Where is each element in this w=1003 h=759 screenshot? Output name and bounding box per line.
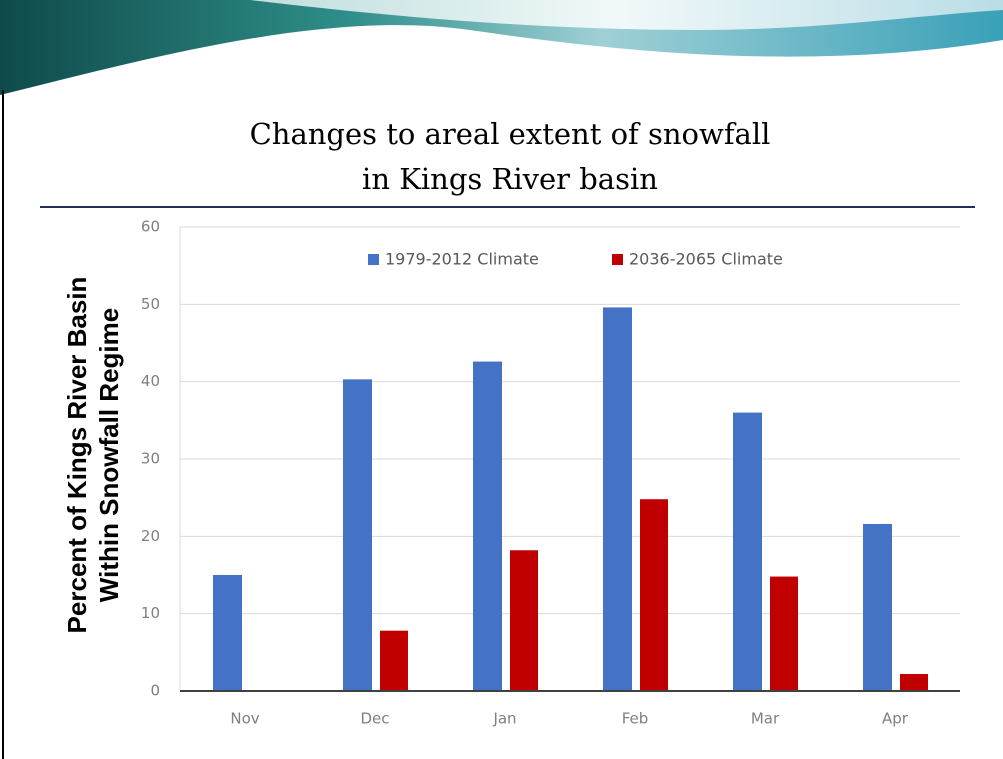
bar [863, 523, 892, 691]
y-axis-title-line: Within Snowfall Regime [94, 308, 124, 602]
legend-swatch [368, 254, 379, 265]
y-tick-label: 50 [141, 295, 160, 313]
title-line: in Kings River basin [362, 162, 658, 196]
bar [733, 412, 762, 691]
banner-highlight [250, 0, 1003, 30]
legend-swatch [612, 254, 623, 265]
x-tick-label: Nov [230, 710, 259, 728]
bar [640, 499, 668, 691]
bar [380, 630, 408, 691]
x-tick-label: Dec [360, 710, 389, 728]
bar [213, 575, 242, 691]
y-tick-label: 0 [150, 682, 160, 700]
x-tick-label: Apr [882, 710, 909, 728]
bar [770, 576, 798, 691]
bar [510, 550, 538, 691]
bar [603, 307, 632, 691]
bar [343, 379, 372, 691]
x-tick-label: Feb [622, 710, 649, 728]
x-tick-label: Mar [751, 710, 780, 728]
y-axis-title-line: Percent of Kings River Basin [62, 277, 92, 634]
y-tick-label: 10 [141, 604, 160, 622]
y-tick-label: 60 [141, 218, 160, 236]
y-tick-label: 40 [141, 372, 160, 390]
bar [900, 673, 928, 691]
legend-label: 2036-2065 Climate [629, 250, 783, 269]
y-axis-title: Percent of Kings River Basin Within Snow… [62, 277, 124, 634]
y-tick-label: 30 [141, 450, 160, 468]
x-tick-label: Jan [492, 710, 516, 728]
title-line: Changes to areal extent of snowfall [250, 117, 771, 151]
legend-label: 1979-2012 Climate [385, 250, 539, 269]
y-tick-label: 20 [141, 527, 160, 545]
bar [473, 361, 502, 691]
